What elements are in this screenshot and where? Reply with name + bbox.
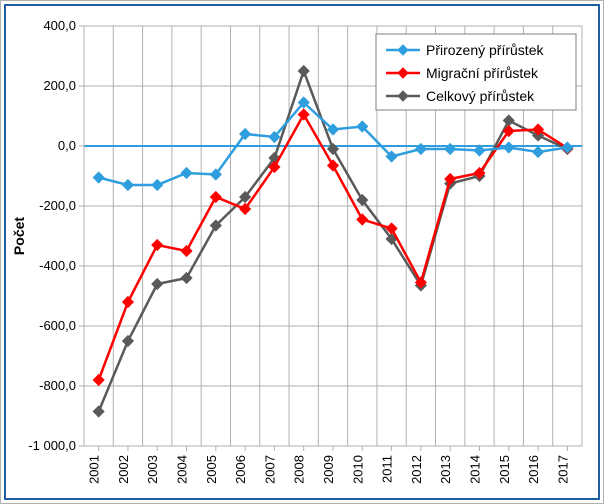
y-axis-label: Počet: [11, 217, 27, 255]
ytick-label: 400,0: [43, 18, 76, 33]
line-chart: -1 000,0 -800,0 -600,0 -400,0 -200,0 0,0 200,0…: [6, 6, 596, 498]
chart-inner-frame: -1 000,0 -800,0 -600,0 -400,0 -200,0 0,0 200,0…: [4, 4, 600, 500]
ytick-label: -800,0: [39, 378, 76, 393]
xtick-label: 2009: [321, 455, 336, 484]
xtick-label: 2008: [292, 455, 307, 484]
ytick-label: 200,0: [43, 78, 76, 93]
series-group: [93, 66, 572, 417]
xtick-label: 2002: [116, 455, 131, 484]
legend-label: Migrační přírůstek: [426, 65, 539, 81]
xtick-label: 2015: [497, 455, 512, 484]
xtick-label: 2010: [350, 455, 365, 484]
series: [93, 66, 572, 417]
xtick-label: 2007: [262, 455, 277, 484]
legend: Přirozený přírůstek Migrační přírůstek Cel…: [376, 34, 576, 110]
chart-outer-frame: -1 000,0 -800,0 -600,0 -400,0 -200,0 0,0 200,0…: [0, 0, 604, 504]
xtick-label: 2003: [145, 455, 160, 484]
xtick-label: 2006: [233, 455, 248, 484]
xtick-label: 2016: [526, 455, 541, 484]
ytick-label: -1 000,0: [28, 438, 76, 453]
xtick-label: 2001: [87, 455, 102, 484]
xtick-label: 2012: [409, 455, 424, 484]
xtick-label: 2017: [555, 455, 570, 484]
xtick-label: 2014: [467, 455, 482, 484]
xtick-label: 2013: [438, 455, 453, 484]
legend-label: Přirozený přírůstek: [426, 42, 544, 58]
legend-label: Celkový přírůstek: [426, 88, 535, 104]
ytick-label: -400,0: [39, 258, 76, 273]
xtick-label: 2004: [175, 455, 190, 484]
xtick-label: 2005: [204, 455, 219, 484]
ytick-label: -200,0: [39, 198, 76, 213]
xtick-label: 2011: [380, 455, 395, 483]
ytick-label: -600,0: [39, 318, 76, 333]
ytick-label: 0,0: [58, 138, 76, 153]
